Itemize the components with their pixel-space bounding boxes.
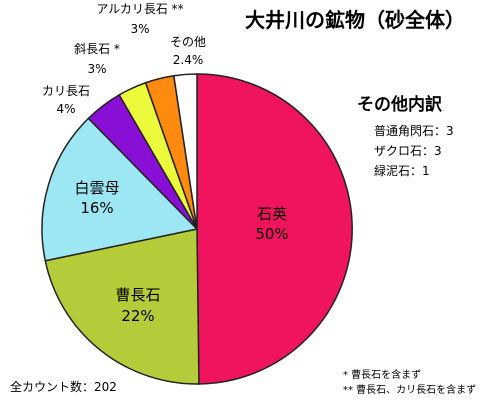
slice-value-label: 4%	[56, 102, 75, 116]
slice-name-label: カリ長石	[42, 84, 90, 98]
slice-value-label: 2.4%	[173, 53, 204, 67]
pie-slice	[41, 117, 199, 262]
pie-slices	[41, 73, 353, 385]
slice-value-label: 3%	[87, 62, 106, 76]
slice-name-label: アルカリ長石 **	[96, 2, 183, 16]
other-breakdown-item: 普通角閃石：3	[374, 124, 454, 138]
pie-labels: 石英 50% 曹長石 22% 白雲母 16% カリ長石 4% 斜長石 * 3% アルカリ長石 ** 3…	[42, 2, 289, 325]
footnote: ** 曹長石、カリ長石を含まず	[343, 385, 477, 396]
slice-name-label: 斜長石 *	[74, 42, 120, 56]
slice-value-label: 22%	[121, 307, 154, 325]
other-breakdown-item: 緑泥石：1	[374, 164, 430, 178]
slice-name-label: その他	[170, 35, 206, 49]
slice-value-label: 16%	[80, 199, 113, 217]
slice-value-label: 50%	[255, 225, 288, 243]
slice-name-label: 曹長石	[115, 286, 160, 304]
total-count: 全カウント数：202	[10, 380, 117, 394]
other-breakdown-item: ザクロ石：3	[374, 144, 442, 158]
pie-slice	[172, 73, 198, 230]
pie-slice	[44, 228, 200, 385]
pie-slice	[196, 73, 353, 385]
slice-name-label: 石英	[257, 205, 287, 223]
other-breakdown-title: その他内訳	[357, 95, 442, 115]
slice-value-label: 3%	[130, 22, 149, 36]
chart-title: 大井川の鉱物（砂全体）	[245, 8, 465, 32]
footnote: * 曹長石を含まず	[343, 370, 422, 381]
slice-name-label: 白雲母	[74, 179, 119, 197]
